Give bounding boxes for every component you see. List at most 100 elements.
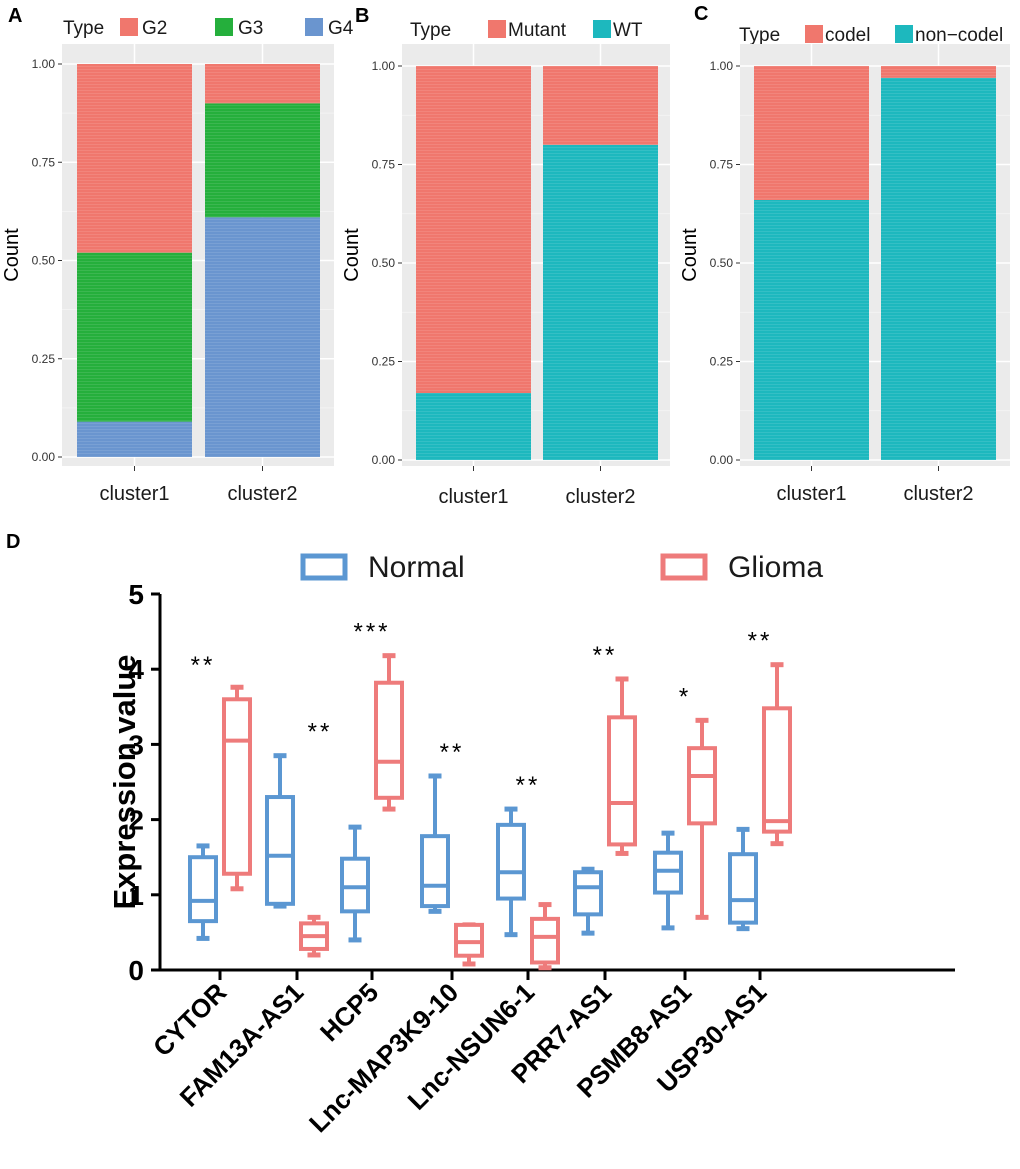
y-axis-title: Expression value <box>107 654 142 909</box>
box <box>374 680 404 800</box>
y-tick-label: 0.75 <box>32 155 56 169</box>
box <box>728 852 758 925</box>
y-tick-label: 0.00 <box>32 450 56 464</box>
legend-label-g4: G4 <box>328 18 354 39</box>
y-tick-label: 0.00 <box>372 453 396 467</box>
box <box>496 822 526 901</box>
y-tick-label: 0.25 <box>710 355 734 369</box>
box <box>573 870 603 917</box>
box <box>687 746 717 826</box>
box <box>340 856 370 914</box>
legend-title: Type <box>739 25 780 46</box>
panel-label: B <box>355 5 369 27</box>
box-glioma-hcp5 <box>374 653 404 812</box>
box-glioma-usp30-as1 <box>762 662 792 847</box>
legend-label-non−codel: non−codel <box>915 25 1003 46</box>
box <box>607 715 637 847</box>
significance-lnc-map3k9-10: ** <box>440 739 465 766</box>
bar-texture <box>881 66 996 460</box>
x-tick-label: HCP5 <box>314 977 384 1047</box>
y-tick-label: 1.00 <box>32 57 56 71</box>
legend-swatch-non−codel <box>895 25 913 43</box>
legend-title: Type <box>63 18 104 39</box>
legend-label-g3: G3 <box>238 18 263 39</box>
box-glioma-fam13a-as1 <box>299 914 329 958</box>
significance-hcp5: *** <box>353 619 390 646</box>
box <box>420 834 450 909</box>
box-normal-lnc-nsun6-1 <box>496 806 526 938</box>
x-tick-label: cluster2 <box>903 483 973 505</box>
box-glioma-prr7-as1 <box>607 676 637 856</box>
y-axis-title: Count <box>679 228 701 282</box>
legend-swatch-g2 <box>120 18 138 36</box>
legend-swatch-g4 <box>305 18 323 36</box>
panel-a: A Type G2 G3 G4 0.00 0.25 0.50 0.75 1.00 Count clus… <box>1 5 354 505</box>
y-tick-label: 0.75 <box>372 158 396 172</box>
bar-texture <box>77 64 192 457</box>
x-tick-label: cluster1 <box>438 486 508 508</box>
y-axis-title: Count <box>1 228 23 282</box>
panel-label: D <box>6 531 20 553</box>
box-normal-hcp5 <box>340 824 370 943</box>
significance-psmb8-as1: * <box>679 683 691 710</box>
y-tick-label: 2 <box>128 805 144 836</box>
y-tick-label: 4 <box>128 654 144 685</box>
legend-swatch-wt <box>593 20 611 38</box>
legend-label-g2: G2 <box>142 18 167 39</box>
box-normal-usp30-as1 <box>728 826 758 932</box>
panel-label: C <box>694 3 708 25</box>
significance-lnc-nsun6-1: ** <box>516 772 541 799</box>
significance-usp30-as1: ** <box>748 628 773 655</box>
y-tick-label: 0.75 <box>710 158 734 172</box>
x-tick-label: cluster1 <box>99 483 169 505</box>
box-normal-cytor <box>188 843 218 941</box>
y-tick-label: 5 <box>128 579 144 610</box>
legend-label-glioma: Glioma <box>728 551 823 584</box>
significance-fam13a-as1: ** <box>308 719 333 746</box>
panel-b: B Type Mutant WT 0.00 0.25 0.50 0.75 1.00 Count cl… <box>341 5 670 508</box>
legend-swatch-g3 <box>215 18 233 36</box>
panel-label: A <box>8 5 22 27</box>
x-tick-label: cluster2 <box>227 483 297 505</box>
y-tick-label: 0.50 <box>372 256 396 270</box>
bar-texture <box>416 66 531 460</box>
legend-label-codel: codel <box>825 25 870 46</box>
box-normal-lnc-map3k9-10 <box>420 773 450 914</box>
box <box>762 706 792 834</box>
panel-c: C Type codel non−codel 0.00 0.25 0.50 0.75 1.00 C… <box>679 3 1010 505</box>
y-tick-label: 1.00 <box>372 59 396 73</box>
box-glioma-lnc-map3k9-10 <box>454 922 484 967</box>
significance-cytor: ** <box>191 652 216 679</box>
y-tick-label: 0.25 <box>32 352 56 366</box>
y-tick-label: 0.00 <box>710 453 734 467</box>
legend-label-wt: WT <box>613 20 643 41</box>
box-normal-prr7-as1 <box>573 866 603 936</box>
y-tick-label: 1 <box>128 880 144 911</box>
box-normal-fam13a-as1 <box>265 753 295 909</box>
significance-prr7-as1: ** <box>593 642 618 669</box>
legend-swatch-codel <box>805 25 823 43</box>
box <box>265 795 295 906</box>
x-tick-label: cluster1 <box>776 483 846 505</box>
legend-swatch-mutant <box>488 20 506 38</box>
y-tick-label: 0.50 <box>710 256 734 270</box>
y-tick-label: 1.00 <box>710 59 734 73</box>
legend-title: Type <box>410 20 451 41</box>
legend-label-normal: Normal <box>368 551 465 584</box>
bar-texture <box>754 66 869 460</box>
legend-box-glioma <box>660 553 708 581</box>
box-normal-psmb8-as1 <box>653 830 683 931</box>
bar-texture <box>543 66 658 460</box>
y-tick-label: 3 <box>128 729 144 760</box>
bar-texture <box>205 64 320 457</box>
box <box>530 916 560 965</box>
box <box>222 697 252 876</box>
box-glioma-psmb8-as1 <box>687 717 717 920</box>
y-tick-label: 0 <box>128 955 144 986</box>
x-tick-label: cluster2 <box>565 486 635 508</box>
y-axis-title: Count <box>341 228 363 282</box>
y-tick-label: 0.25 <box>372 355 396 369</box>
legend-box-normal <box>300 553 348 581</box>
